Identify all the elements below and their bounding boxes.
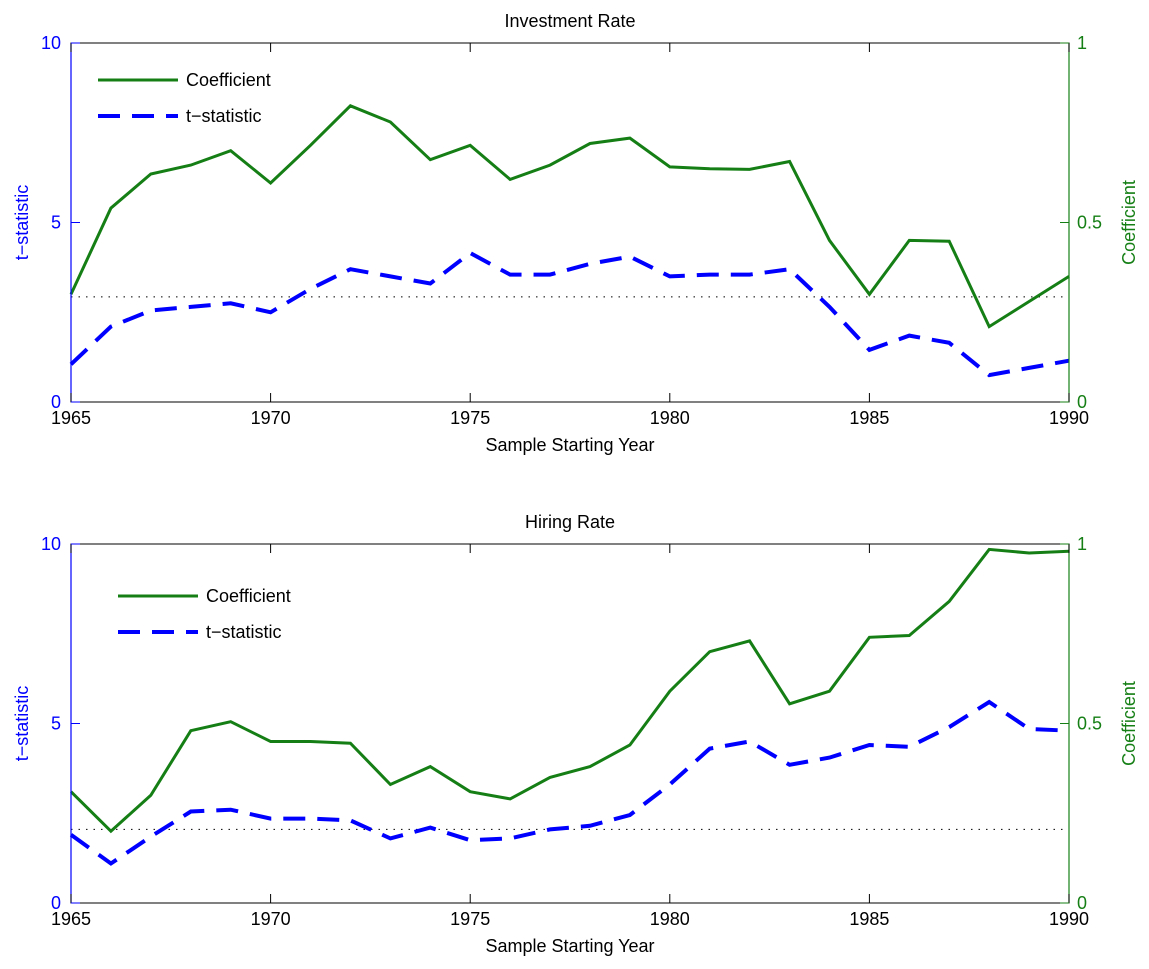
y-right-axis-label: Coefficient <box>1119 180 1139 265</box>
y-right-tick-label: 0 <box>1077 392 1087 412</box>
y-left-tick-label: 0 <box>51 893 61 913</box>
y-left-tick-label: 10 <box>41 33 61 53</box>
y-left-axis-label: t−statistic <box>12 185 32 261</box>
legend-label: Coefficient <box>186 70 271 90</box>
y-left-axis-label: t−statistic <box>12 686 32 762</box>
x-tick-label: 1970 <box>251 909 291 929</box>
x-tick-label: 1980 <box>650 408 690 428</box>
x-tick-label: 1975 <box>450 408 490 428</box>
y-right-tick-label: 1 <box>1077 534 1087 554</box>
x-tick-label: 1975 <box>450 909 490 929</box>
tstat-line <box>69 250 1070 378</box>
y-left-tick-label: 5 <box>51 213 61 233</box>
coefficient-line <box>69 104 1070 329</box>
x-axis-label: Sample Starting Year <box>485 936 654 956</box>
y-right-tick-label: 0.5 <box>1077 213 1102 233</box>
x-tick-label: 1985 <box>849 909 889 929</box>
plot-area-frame <box>70 42 1070 403</box>
y-right-tick-label: 0.5 <box>1077 714 1102 734</box>
x-tick-label: 1980 <box>650 909 690 929</box>
legend-label: t−statistic <box>206 622 282 642</box>
legend: Coefficient t−statistic <box>98 70 271 126</box>
y-left-tick-label: 5 <box>51 714 61 734</box>
legend: Coefficient t−statistic <box>118 586 291 642</box>
legend-label: t−statistic <box>186 106 262 126</box>
x-axis-label: Sample Starting Year <box>485 435 654 455</box>
x-tick-label: 1990 <box>1049 408 1089 428</box>
x-tick-label: 1970 <box>251 408 291 428</box>
y-right-axis-label: Coefficient <box>1119 681 1139 766</box>
y-left-tick-label: 10 <box>41 534 61 554</box>
x-tick-label: 1965 <box>51 408 91 428</box>
y-right-tick-label: 1 <box>1077 33 1087 53</box>
tstat-line <box>69 699 1070 866</box>
coefficient-line <box>69 547 1070 834</box>
x-tick-label: 1985 <box>849 408 889 428</box>
y-left-tick-label: 0 <box>51 392 61 412</box>
x-tick-label: 1990 <box>1049 909 1089 929</box>
chart-title: Hiring Rate <box>525 512 615 532</box>
legend-label: Coefficient <box>206 586 291 606</box>
y-right-tick-label: 0 <box>1077 893 1087 913</box>
chart-title: Investment Rate <box>504 11 635 31</box>
x-tick-label: 1965 <box>51 909 91 929</box>
